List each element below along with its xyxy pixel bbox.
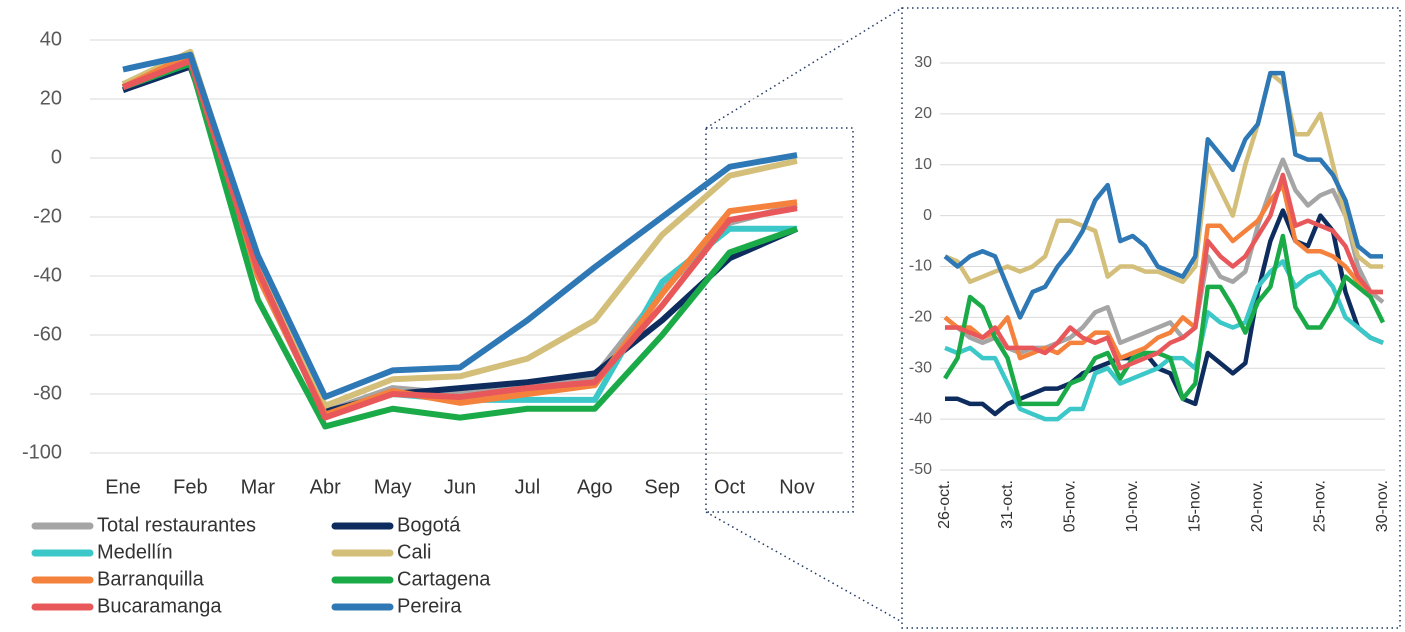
x-tick-label: 25-nov. <box>1312 480 1329 532</box>
legend-label: Cartagena <box>397 568 491 590</box>
x-tick-label: 05-nov. <box>1061 480 1078 532</box>
zoom-box <box>705 127 854 513</box>
x-tick-label: Abr <box>310 476 341 498</box>
zoom-frame <box>901 7 1401 629</box>
series-line <box>944 259 1384 422</box>
legend-label: Pereira <box>397 595 462 617</box>
y-tick-label: -100 <box>22 441 62 463</box>
x-tick-label: 10-nov. <box>1124 480 1141 532</box>
legend-label: Medellín <box>97 541 173 563</box>
series-line <box>944 70 1383 285</box>
legend-label: Bucaramanga <box>97 595 222 617</box>
x-tick-label: Jun <box>444 476 476 498</box>
y-tick-label: -10 <box>909 258 932 275</box>
x-tick-label: 26-oct. <box>936 480 953 529</box>
series-line <box>121 48 798 409</box>
series-line <box>121 57 798 421</box>
zoom-connector <box>705 7 903 129</box>
legend-label: Bogotá <box>397 514 461 536</box>
series-line <box>122 63 799 415</box>
x-tick-label: 20-nov. <box>1249 480 1266 532</box>
series-line <box>945 172 1383 371</box>
legend-label: Barranquilla <box>97 568 205 590</box>
x-tick-label: May <box>374 476 412 498</box>
legend-label: Cali <box>397 541 431 563</box>
y-tick-label: 40 <box>40 28 62 50</box>
y-tick-label: -20 <box>33 205 62 227</box>
x-tick-label: Ene <box>105 476 141 498</box>
series-line <box>945 208 1384 417</box>
x-tick-label: 31-oct. <box>999 480 1016 529</box>
zoom-chart: -50 -40 -30 -20 -10 0 10 20 30 26-oct. 31-oct. 05-n… <box>909 54 1391 532</box>
y-tick-label: -50 <box>909 461 932 478</box>
legend-label: Total restaurantes <box>97 514 256 536</box>
x-tick-label: Ago <box>577 476 613 498</box>
series-line <box>943 70 1383 320</box>
main-chart: -100 -80 -60 -40 -20 0 20 40 Ene Feb Mar Abr May Jun J… <box>22 28 843 617</box>
x-tick-label: 15-nov. <box>1187 480 1204 532</box>
y-tick-label: -30 <box>909 359 932 376</box>
y-tick-label: 0 <box>51 146 62 168</box>
y-tick-label: 0 <box>923 207 932 224</box>
y-tick-label: 20 <box>40 87 62 109</box>
series-line <box>122 51 798 400</box>
series-line <box>122 60 797 418</box>
x-tick-label: Mar <box>241 476 276 498</box>
x-tick-label: Feb <box>173 476 207 498</box>
x-tick-label: Oct <box>714 476 746 498</box>
x-tick-label: Nov <box>779 476 815 498</box>
series-line <box>122 57 798 415</box>
y-tick-label: -40 <box>909 410 932 427</box>
zoom-connector <box>705 511 903 623</box>
y-tick-label: -20 <box>909 309 932 326</box>
series-line <box>121 51 798 418</box>
y-tick-label: 20 <box>914 105 932 122</box>
x-tick-label: Sep <box>644 476 680 498</box>
series-line <box>943 233 1386 407</box>
x-tick-label: 30-nov. <box>1374 480 1391 532</box>
series-line <box>122 60 798 430</box>
y-tick-label: 10 <box>914 156 932 173</box>
x-tick-label: Jul <box>515 476 541 498</box>
series-line <box>943 182 1383 361</box>
y-tick-label: 30 <box>914 54 932 71</box>
y-tick-label: -80 <box>33 382 62 404</box>
y-tick-label: -40 <box>33 264 62 286</box>
y-tick-label: -60 <box>33 323 62 345</box>
